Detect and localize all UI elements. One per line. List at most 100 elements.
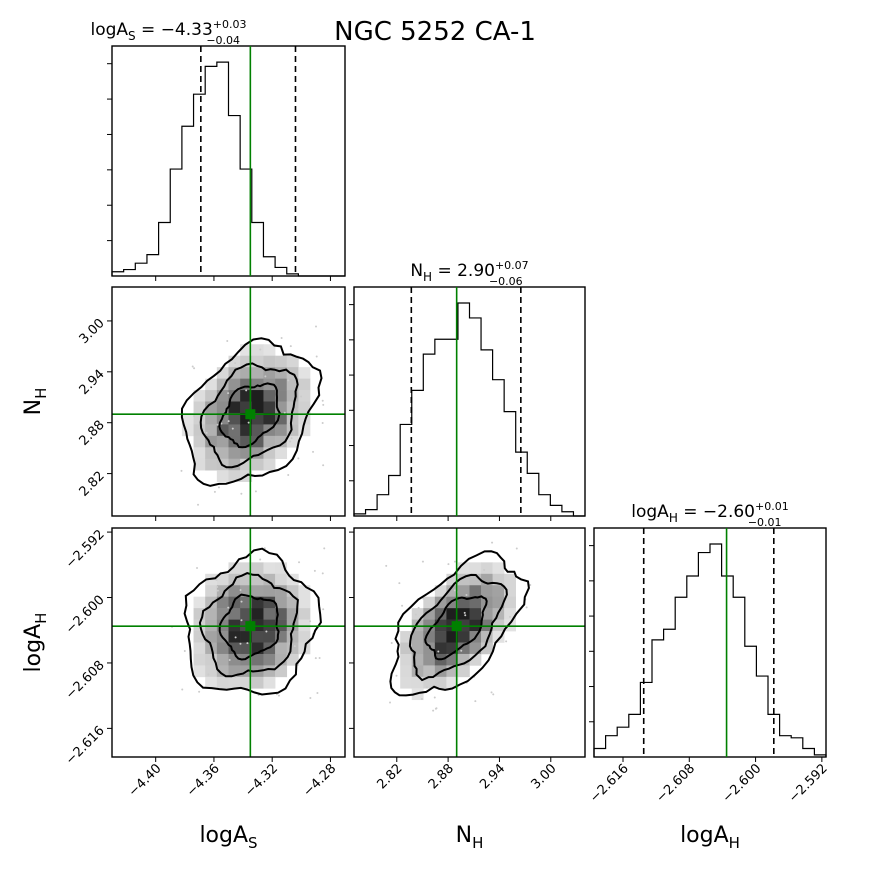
sample-point [323,547,326,550]
sample-point [298,561,301,564]
density-cell [275,355,288,368]
panel-title-minus-logAS: −0.04 [206,34,240,47]
density-cell [193,390,206,402]
density-cell [263,676,276,689]
density-cell [423,596,436,609]
density-cell [286,596,299,609]
contour-level-2 [408,573,508,682]
density-cell [251,355,264,368]
xtick-label-logAH: −2.616 [587,761,632,806]
density-cell [298,401,311,414]
sample-point [203,438,206,441]
hist-panel-logAH: logAH = −2.60+0.01−0.01 [589,500,827,762]
sample-point [256,565,259,568]
density-cell [286,424,299,437]
sample-point [247,421,250,424]
density-cell [240,585,253,597]
density-cell [193,631,206,643]
sample-point [207,673,210,676]
density-cell [263,447,276,460]
density-cell [275,653,288,666]
density-cell [275,631,288,643]
density-cell [205,378,218,391]
density-cell [286,608,299,620]
density-cell [240,676,253,689]
density-cell [263,665,276,678]
density-cell [193,401,206,414]
density-cell [275,378,288,391]
sample-point [421,560,424,563]
density-cell [240,596,253,609]
sample-point [205,431,208,434]
density-cell [434,608,447,620]
sample-point [316,691,319,694]
density-cell [216,665,229,678]
density-cell [228,642,241,655]
density-cell [216,390,229,402]
density-cell [469,642,482,655]
density-cell [216,367,229,379]
density-cell [286,585,299,597]
density-cell [228,631,241,643]
sample-point [220,422,223,425]
density-cell [251,367,264,379]
figure-title: NGC 5252 CA-1 [334,17,536,47]
density-cell [240,631,253,643]
sample-point [321,399,324,402]
sample-point [491,541,494,544]
density-cell [263,631,276,643]
sample-point [322,403,325,406]
panel-title-logAS: logAS = −4.33+0.03 [90,18,246,43]
sample-point [215,578,218,581]
density-cell [193,412,206,425]
density-cell [251,344,264,356]
contour-level-3 [389,550,530,697]
density-cell [240,608,253,620]
density-cell [193,665,206,678]
density-cell [275,435,288,448]
density-cell [504,608,516,620]
panel-title-minus-NH: −0.06 [489,275,523,288]
contour-level-1 [218,382,281,449]
sample-point [322,464,325,467]
sample-point [216,586,219,589]
density-cell [263,401,276,414]
density-cell [411,665,424,678]
density-cell [275,562,288,575]
sample-point [198,690,201,693]
sample-point [508,615,511,618]
sample-point [309,696,312,699]
ytick-label: 2.82 [77,469,108,500]
ylabel-logAH: logAH [21,613,50,673]
histogram-logAH [593,543,827,757]
sample-point [240,492,243,495]
density-cell [400,642,413,655]
sample-point [226,339,229,342]
density-cell [251,642,264,655]
ytick-label: 3.00 [77,316,108,347]
density-cell [193,608,206,620]
density-cell [205,631,218,643]
density-cell [504,573,516,586]
xlabel-logAS: logAS [199,823,257,852]
density-cell [193,458,206,471]
density-cell [228,401,241,414]
density-cell [216,608,229,620]
density-cell [457,585,470,597]
sample-point [289,440,292,443]
density-cell [251,401,264,414]
density-cell [298,367,311,379]
density-cell [423,608,436,620]
density-cell [216,378,229,391]
sample-point [395,674,398,677]
density-cell [275,447,288,460]
sample-point [289,345,292,348]
density-cell [181,412,194,425]
sample-point [433,696,436,699]
density-cell [400,676,413,689]
sample-point [234,636,237,639]
contour-level-3 [180,337,323,487]
density-cell [251,412,264,425]
density-cell [298,596,311,609]
density-cell [205,608,218,620]
